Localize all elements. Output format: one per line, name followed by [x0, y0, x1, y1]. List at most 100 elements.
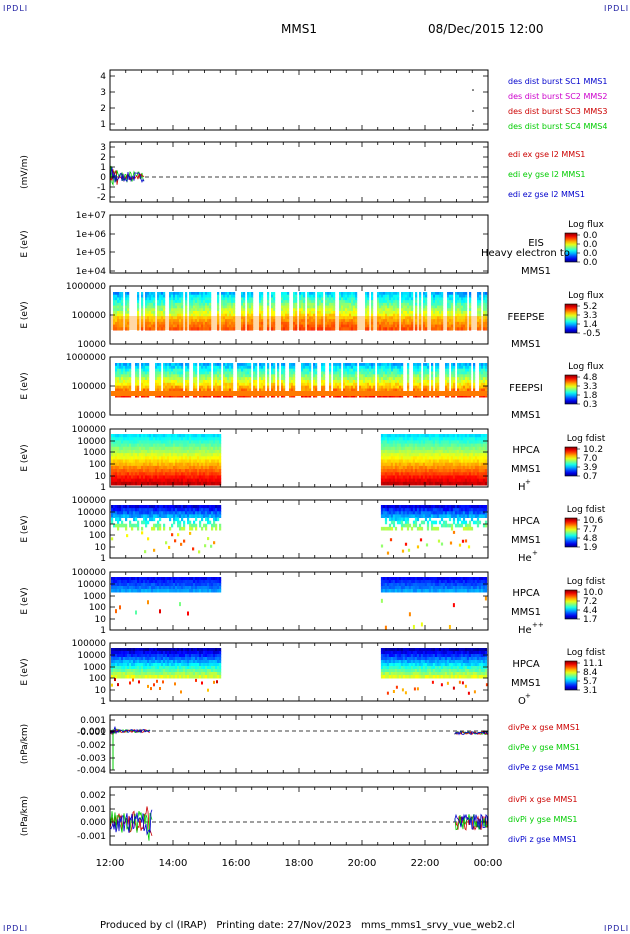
spectrogram-cell: [396, 437, 400, 441]
spectrogram-cell: [398, 465, 402, 470]
spectrogram-cell: [243, 327, 246, 331]
spectrogram-cell: [217, 380, 220, 384]
spectrogram-cell: [233, 305, 236, 309]
spectrogram-cell: [367, 316, 370, 320]
spectrogram-cell: [121, 437, 124, 441]
spectrogram-cell: [389, 319, 392, 323]
spectrogram-cell: [387, 377, 390, 381]
spectrogram-cell: [329, 294, 332, 298]
spectrogram-cell: [463, 319, 466, 323]
spectrogram-cell: [281, 294, 284, 298]
y-tick-label: 2: [100, 153, 106, 163]
spectrogram-cell: [397, 371, 400, 375]
spectrogram-cell: [113, 321, 116, 326]
spectrogram-cell: [179, 319, 182, 323]
spectrogram-cell: [403, 305, 406, 309]
spectrogram-cell: [309, 368, 312, 372]
spectrogram-cell: [307, 388, 310, 392]
spectrogram-cell: [165, 475, 168, 480]
spectrogram-cell: [151, 308, 154, 312]
spectrogram-cell: [396, 478, 400, 483]
spectrogram-cell: [167, 365, 170, 370]
spectrogram-cell: [345, 385, 348, 389]
spectrogram-cell: [215, 459, 218, 464]
spectrogram-cell: [153, 294, 156, 298]
spectrogram-cell: [189, 475, 192, 480]
spectrogram-cell: [163, 363, 166, 367]
spectrogram-cell: [219, 365, 222, 370]
spectrogram-cell: [459, 316, 462, 320]
spectrogram-cell: [431, 371, 434, 375]
spectrogram-cell: [431, 385, 434, 389]
spectrogram-cell: [355, 302, 358, 307]
spectrogram-cell: [179, 440, 182, 445]
spectrogram-cell: [379, 380, 382, 384]
spectrogram-cell: [402, 472, 406, 476]
spectrogram-cell: [137, 321, 140, 326]
spectrogram-cell: [197, 305, 200, 309]
spectrogram-cell: [439, 297, 442, 301]
spectrogram-cell: [295, 324, 298, 328]
spectrogram-cell: [263, 377, 266, 381]
spectrogram-cell: [343, 388, 346, 392]
spectrogram-cell: [217, 443, 220, 448]
spectrogram-cell: [384, 440, 388, 445]
spectrogram-cell: [396, 465, 400, 470]
spectrogram-cell: [141, 478, 144, 483]
spectrogram-cell: [199, 294, 202, 298]
spectrogram-cell: [317, 300, 320, 304]
spectrogram-cell: [381, 374, 384, 378]
spectrogram-cell: [215, 462, 218, 467]
spectrogram-cell: [247, 305, 250, 309]
spectrogram-cell: [388, 469, 392, 473]
spectrogram-cell: [157, 481, 160, 486]
spectrogram-cell: [385, 292, 388, 296]
spectrogram-cell: [485, 382, 488, 387]
spectrogram-cell: [397, 300, 400, 304]
spectrogram-cell: [451, 388, 454, 392]
spectrogram-cell: [461, 308, 464, 312]
spectrogram-cell: [387, 294, 390, 298]
spectrogram-cell: [415, 297, 418, 301]
spectrogram-cell: [359, 363, 362, 367]
spectrogram-cell: [351, 368, 354, 372]
spectrogram-cell: [445, 368, 448, 372]
spectrogram-cell: [349, 300, 352, 304]
spectrogram-cell: [225, 368, 228, 372]
spectrogram-cell: [477, 305, 480, 309]
spectrogram-cell: [355, 321, 358, 326]
spectrogram-cell: [285, 308, 288, 312]
spectrogram-cell: [191, 437, 194, 441]
spectrogram-cell: [185, 437, 188, 441]
spectrogram-cell: [207, 374, 210, 378]
spectrogram-cell: [325, 292, 328, 296]
spectrogram-cell: [388, 449, 392, 454]
spectrogram-cell: [333, 308, 336, 312]
spectrogram-cell: [409, 305, 412, 309]
spectrogram-cell: [395, 385, 398, 389]
spectrogram-cell: [215, 478, 218, 483]
spectrogram-cell: [411, 311, 414, 315]
spectrogram-cell: [281, 363, 284, 367]
spectrogram-cell: [425, 294, 428, 298]
spectrogram-cell: [387, 382, 390, 387]
spectrogram-cell: [387, 302, 390, 307]
spectrogram-cell: [339, 363, 342, 367]
spectrogram-cell: [229, 380, 232, 384]
spectrogram-cell: [181, 462, 184, 467]
spectrogram-cell: [313, 316, 316, 320]
spectrogram-cell: [369, 368, 372, 372]
spectrogram-cell: [369, 371, 372, 375]
spectrogram-cell: [377, 302, 380, 307]
spectrogram-cell: [394, 443, 398, 448]
spectrogram-cell: [311, 297, 314, 301]
spectrogram-cell: [453, 363, 456, 367]
spectrogram-cell: [127, 459, 130, 464]
spectrogram-cell: [406, 456, 410, 460]
spectrogram-cell: [125, 475, 128, 480]
spectrogram-cell: [309, 363, 312, 367]
spectrogram-cell: [241, 327, 244, 331]
spectrogram-cell: [161, 446, 164, 451]
spectrogram-cell: [183, 453, 186, 457]
spectrogram-cell: [201, 302, 204, 307]
